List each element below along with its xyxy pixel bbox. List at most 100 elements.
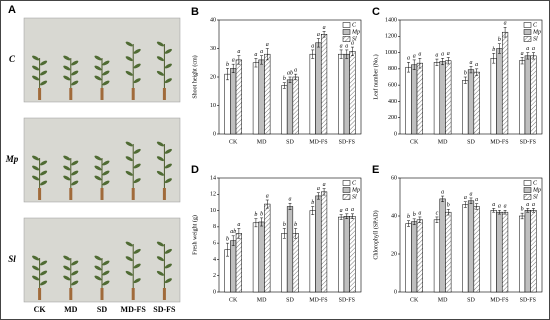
leaf (40, 270, 48, 276)
y-tick-label: 8 (213, 224, 216, 230)
bar (524, 55, 531, 135)
x-tick-label: SD (467, 297, 475, 303)
error-bar (231, 63, 235, 73)
significance-letter: a (237, 49, 240, 55)
bar (258, 59, 265, 135)
significance-letter: b (311, 200, 314, 206)
root (38, 88, 42, 100)
legend-label: C (533, 180, 538, 186)
legend-swatch (342, 36, 351, 42)
x-tick-label: MD-FS (490, 139, 508, 145)
bar (490, 210, 497, 293)
significance-letter: a (470, 60, 473, 66)
significance-letter: b (283, 76, 286, 82)
leaf (156, 170, 164, 176)
significance-letter: a (351, 207, 354, 213)
leaf (71, 160, 79, 166)
bar (264, 203, 271, 293)
column-label: CK (34, 305, 47, 314)
bar (496, 211, 503, 293)
y-tick-label: 20 (391, 251, 397, 257)
legend-label: Sl (533, 36, 538, 42)
bar (349, 51, 356, 135)
x-tick-label: MD-FS (309, 297, 327, 303)
root (162, 288, 166, 300)
leaf (40, 180, 48, 186)
bar (439, 61, 446, 135)
y-tick-label: 1400 (385, 17, 397, 23)
y-tick-label: 40 (210, 17, 216, 23)
leaf (164, 148, 172, 154)
legend-label: Sl (352, 194, 357, 200)
leaf (40, 170, 48, 176)
error-bar (345, 49, 349, 59)
y-tick-label: 40 (391, 213, 397, 219)
legend-swatch (523, 187, 532, 193)
leaf (156, 270, 164, 276)
x-tick-label: SD (286, 297, 294, 303)
leaf (125, 156, 133, 162)
bar (490, 58, 497, 135)
error-bar (260, 55, 264, 65)
significance-letter: a (323, 25, 326, 31)
significance-letter: a (532, 46, 535, 52)
error-bar (492, 53, 496, 64)
significance-letter: a (317, 32, 320, 38)
leaf (164, 48, 172, 54)
significance-letter: a (294, 68, 297, 74)
significance-letter: ab (230, 229, 236, 235)
significance-letter: a (441, 189, 444, 195)
error-bar (503, 27, 507, 38)
bar (530, 55, 537, 135)
significance-letter: a (475, 62, 478, 68)
leaf (94, 275, 102, 281)
significance-letter: a (317, 186, 320, 192)
legend-label: Mp (351, 29, 360, 35)
x-tick-label: CK (410, 139, 419, 145)
significance-letter: b (260, 211, 263, 217)
bar (292, 76, 299, 135)
y-tick-label: 12 (210, 192, 216, 198)
leaf (63, 55, 71, 61)
legend-label: Sl (352, 36, 357, 42)
bar (473, 206, 480, 293)
error-bar (339, 214, 343, 220)
error-bar (322, 31, 326, 38)
root (100, 88, 104, 100)
legend-swatch (342, 180, 351, 186)
leaf (94, 55, 102, 61)
leaf (63, 255, 71, 261)
leaf (156, 256, 164, 262)
leaf (133, 278, 141, 284)
root (69, 88, 73, 100)
error-bar (288, 202, 292, 211)
leaf (102, 80, 110, 86)
bar (230, 68, 237, 135)
legend-swatch (523, 29, 532, 35)
y-tick-label: 0 (394, 131, 397, 137)
root (69, 288, 73, 300)
x-tick-label: CK (229, 297, 238, 303)
bar (264, 53, 271, 135)
significance-letter: a (413, 53, 416, 59)
leaf (102, 70, 110, 76)
bar (501, 31, 509, 135)
leaf (94, 75, 102, 81)
leaf (94, 65, 102, 71)
leaf (40, 80, 48, 86)
leaf (164, 178, 172, 184)
error-bar (254, 218, 258, 228)
x-tick-label: SD (467, 139, 475, 145)
x-tick-label: SD-FS (520, 297, 536, 303)
leaf (133, 178, 141, 184)
bar (445, 211, 452, 293)
leaf (94, 255, 102, 261)
leaf (71, 170, 79, 176)
leaf (102, 270, 110, 276)
column-label: SD (97, 305, 107, 314)
error-bar (237, 55, 241, 65)
significance-letter: a (532, 202, 535, 208)
error-bar (231, 235, 235, 246)
root (100, 288, 104, 300)
